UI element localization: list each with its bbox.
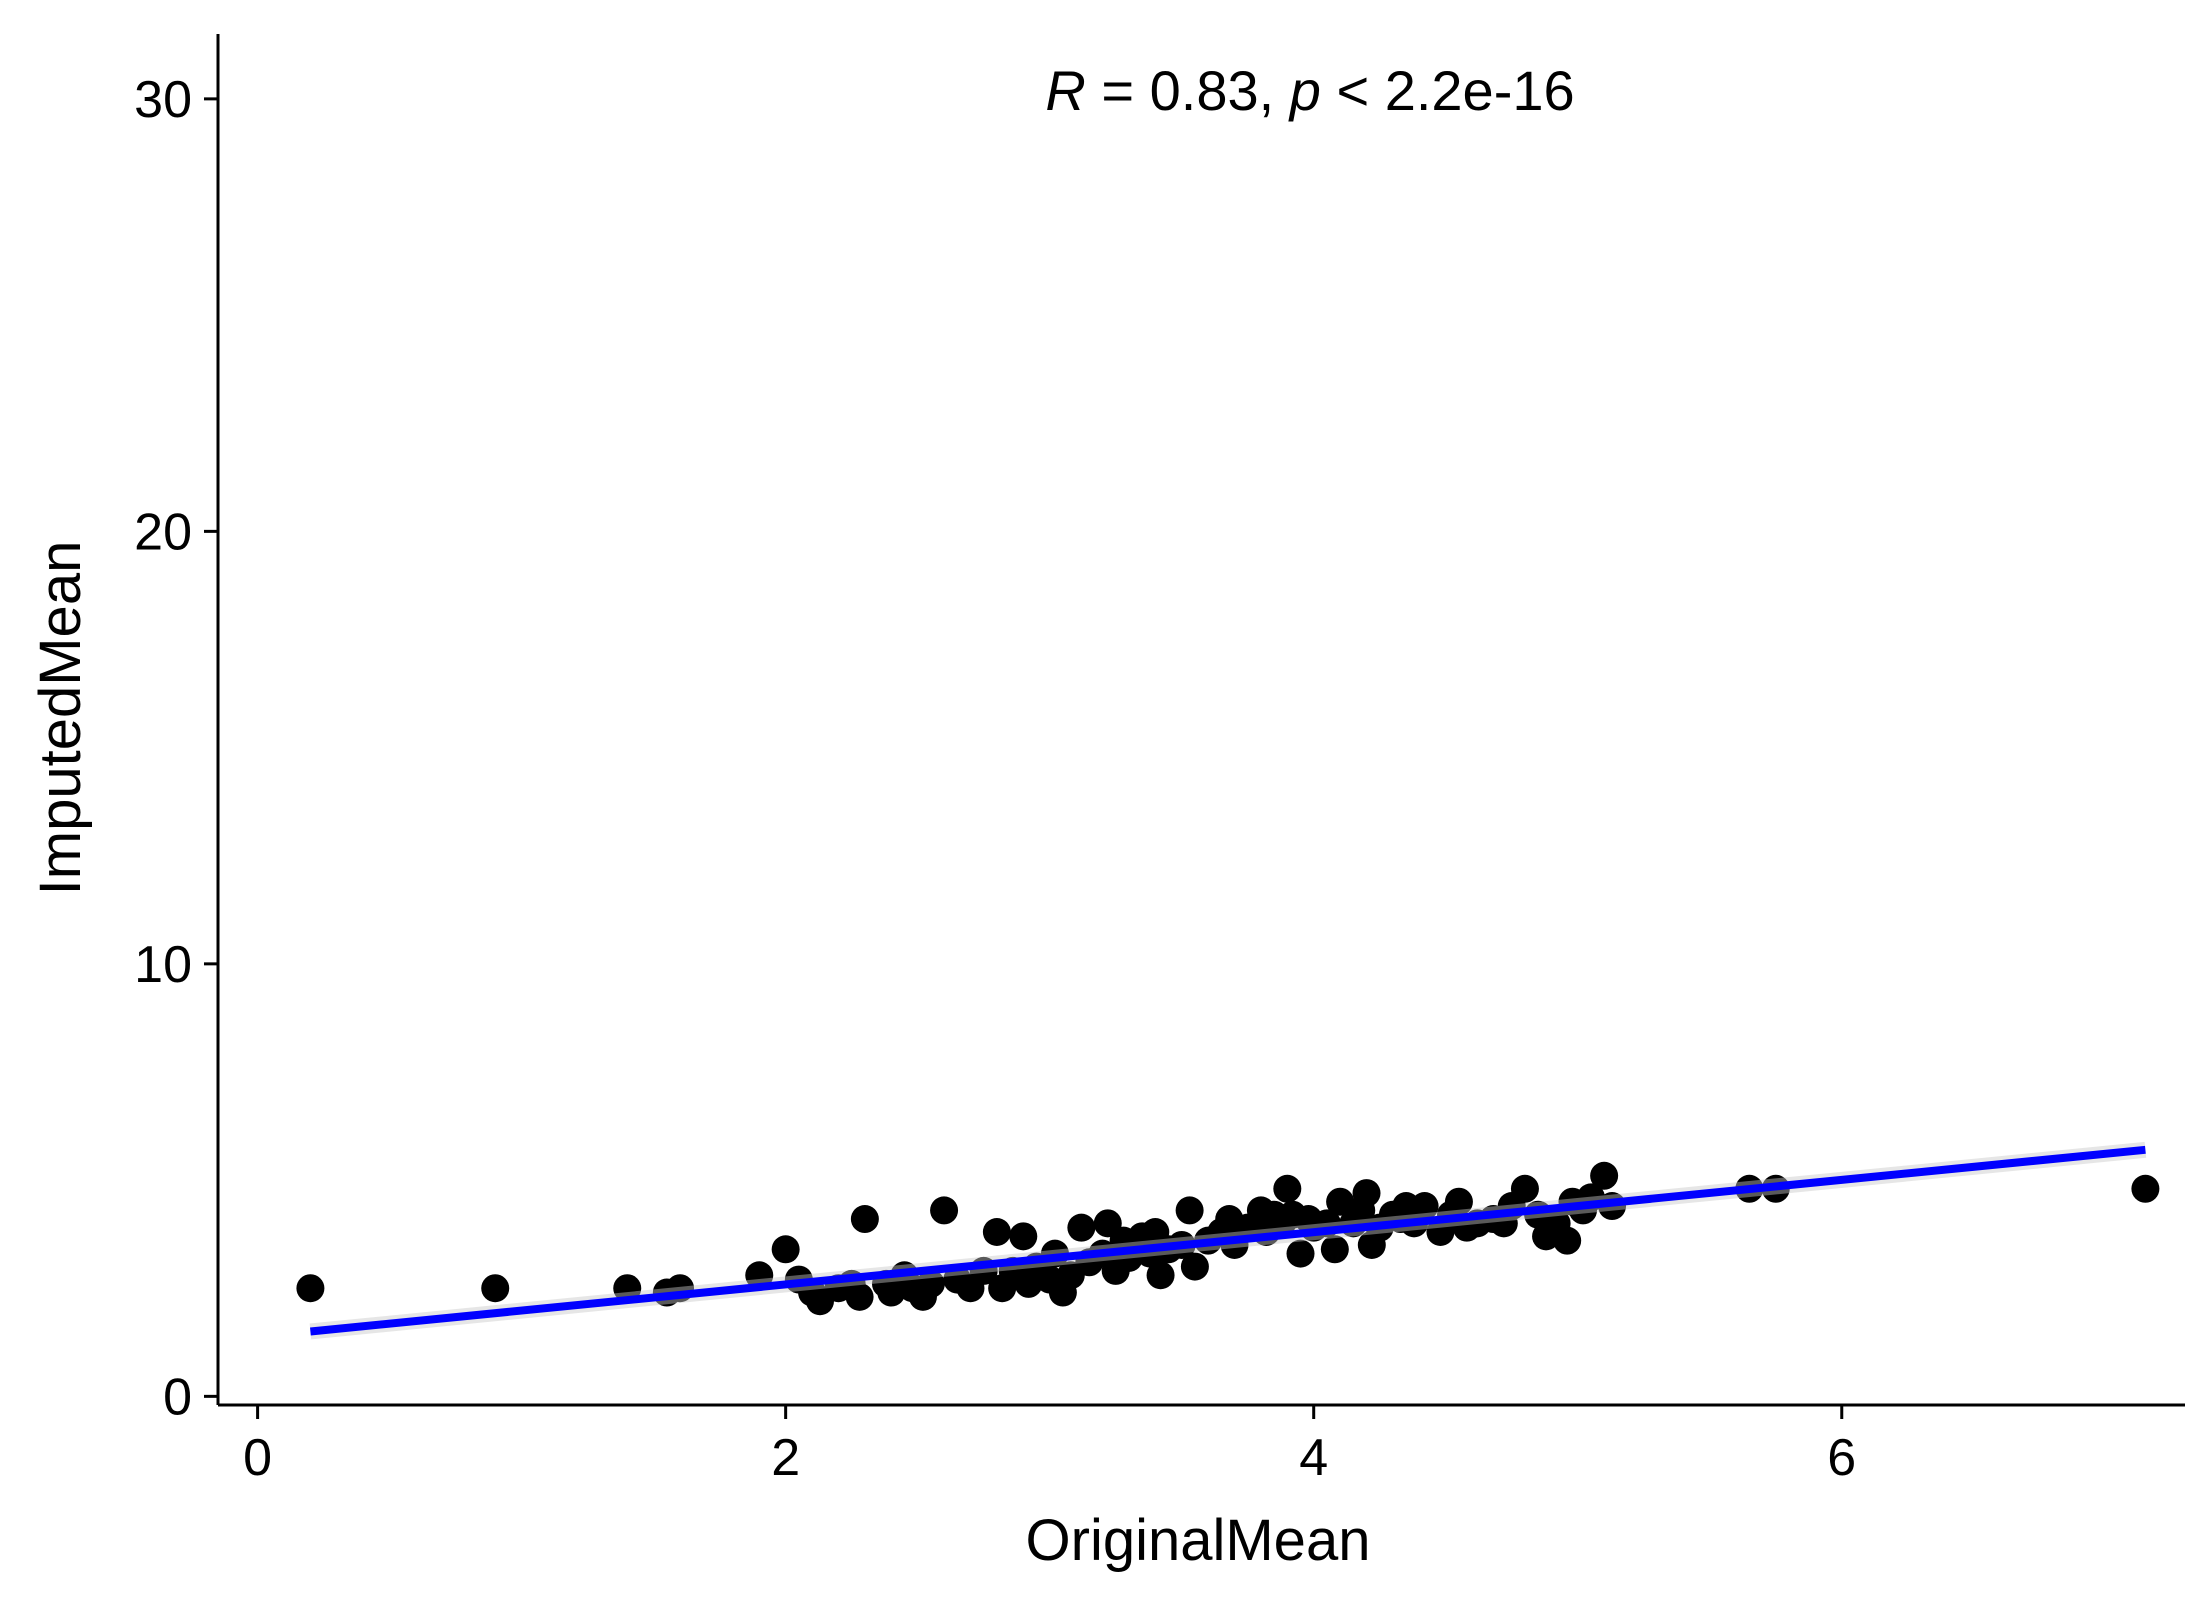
regression-line-group [309,1141,2147,1340]
x-tick-label: 4 [1299,1429,1328,1487]
data-point [1410,1192,1439,1221]
x-tick-label: 6 [1827,1429,1856,1487]
x-tick-label: 2 [771,1429,800,1487]
data-point [613,1274,642,1303]
data-point [1180,1252,1209,1281]
data-point [1273,1174,1302,1203]
r-symbol: R [1045,59,1085,122]
data-point [1009,1222,1038,1251]
x-tick-label: 0 [243,1429,272,1487]
data-point [2131,1174,2160,1203]
data-point [1286,1239,1315,1268]
data-point [982,1218,1011,1247]
y-axis-title: ImputedMean [28,541,93,896]
data-point [1444,1187,1473,1216]
data-points [296,1161,2160,1316]
data-point [745,1261,774,1290]
data-point [845,1282,874,1311]
data-point [771,1235,800,1264]
y-tick-label: 20 [134,503,192,561]
p-value-text: < 2.2e-16 [1321,59,1575,122]
data-point [1067,1213,1096,1242]
data-point [1352,1179,1381,1208]
data-point [850,1205,879,1234]
x-axis-title: OriginalMean [1026,1508,1371,1573]
data-point [916,1269,945,1298]
correlation-annotation: R = 0.83, p < 2.2e-16 [1045,59,1574,122]
data-point [1146,1261,1175,1290]
data-point [1510,1174,1539,1203]
y-tick-label: 10 [134,936,192,994]
data-point [1320,1235,1349,1264]
y-tick-label: 30 [134,71,192,129]
regression-line [310,1145,2146,1336]
data-point [1175,1196,1204,1225]
y-tick-label: 0 [163,1368,192,1426]
data-point [1590,1161,1619,1190]
data-point [930,1196,959,1225]
p-symbol: p [1288,59,1321,122]
data-point [1326,1187,1355,1216]
axes: 0 2 4 6 0 10 20 30 [134,34,2185,1487]
data-point [1553,1226,1582,1255]
data-point [296,1274,325,1303]
data-point [481,1274,510,1303]
r-value-text: = 0.83, [1086,59,1290,122]
